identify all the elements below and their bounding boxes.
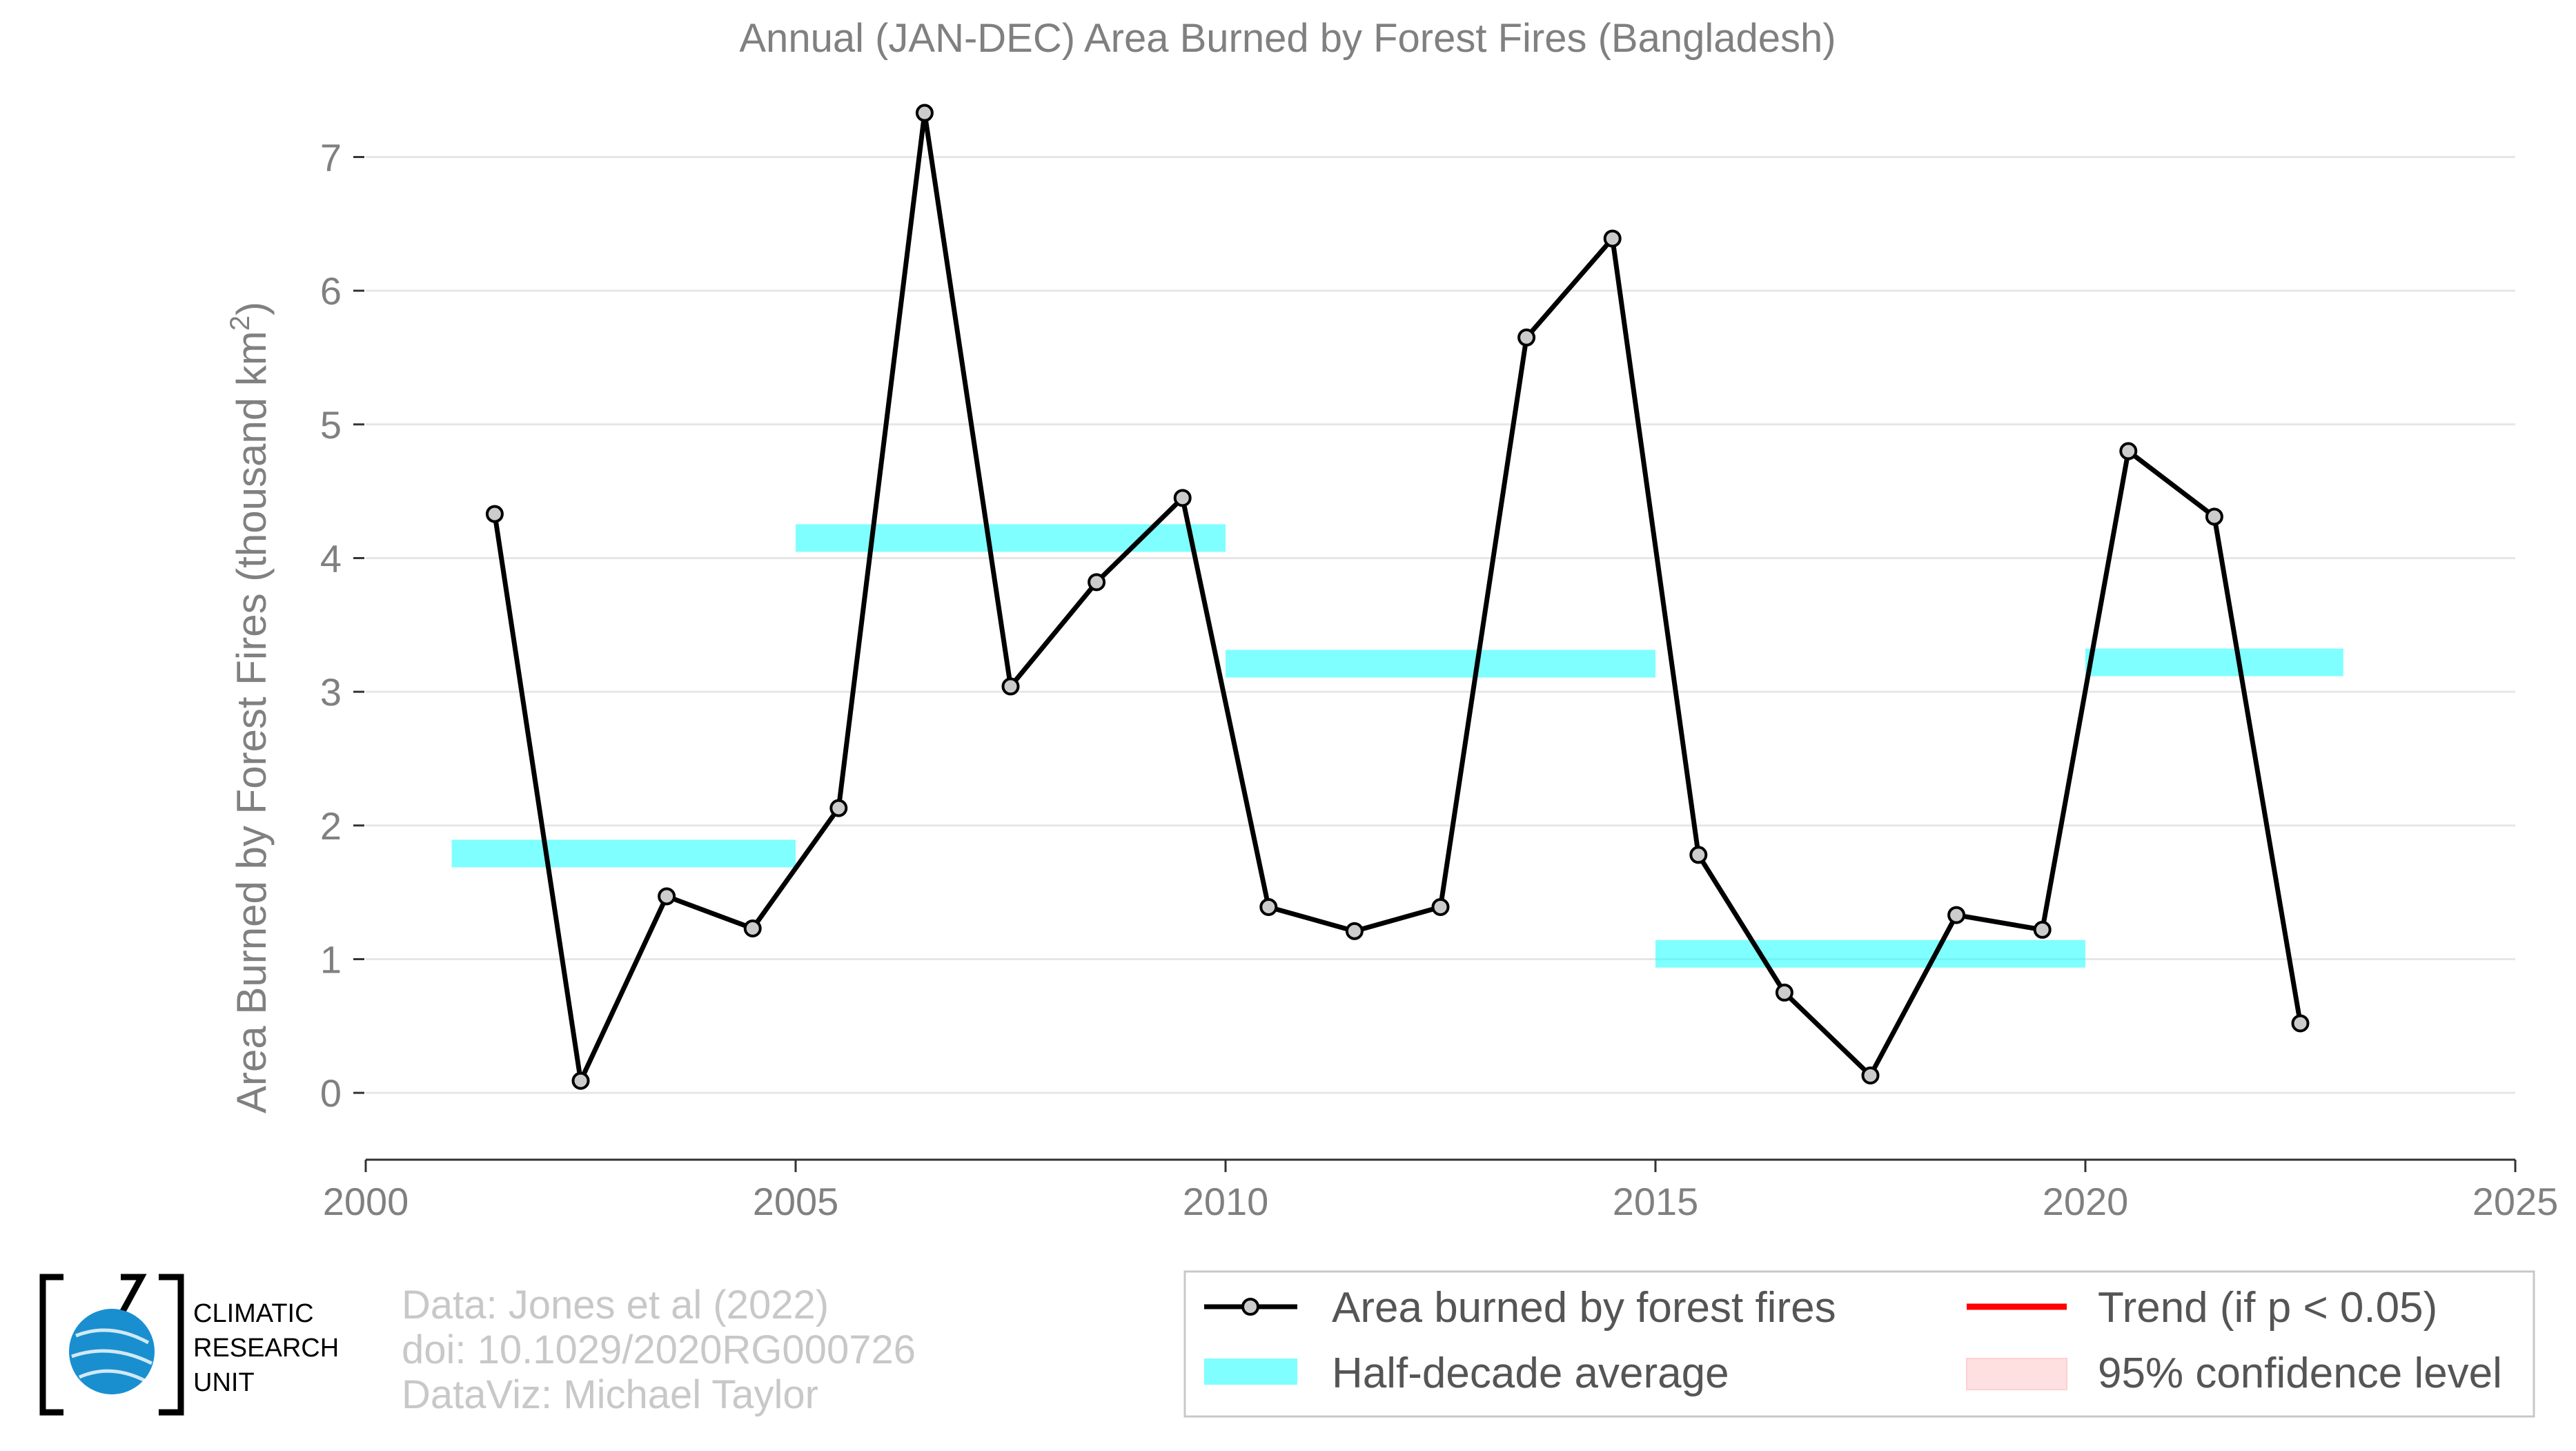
credit-dataviz: DataViz: Michael Taylor: [402, 1372, 818, 1417]
x-tick-label-2025: 2025: [2472, 1180, 2559, 1223]
credit-doi: doi: 10.1029/2020RG000726: [402, 1327, 916, 1372]
data-point-2020: [2119, 442, 2138, 460]
data-point-2007: [1001, 677, 1020, 696]
data-point-2021: [2205, 507, 2223, 526]
globe-icon-lines: [71, 1328, 153, 1383]
half-decade-bar-2: [1226, 650, 1655, 678]
chart-title: Annual (JAN-DEC) Area Burned by Forest F…: [739, 16, 1836, 61]
x-tick-label-2015: 2015: [1613, 1180, 1699, 1223]
half-decade-bar-1: [796, 524, 1226, 552]
legend-box: [1183, 1270, 2535, 1418]
series-layer: [485, 104, 2310, 1090]
logo-line-1: CLIMATIC: [193, 1299, 314, 1328]
legend-label-half-decade: Half-decade average: [1332, 1350, 1729, 1397]
cru-logo: CLIMATIC RESEARCH UNIT: [39, 1274, 339, 1416]
data-point-2003: [658, 887, 676, 906]
logo-line-3: UNIT: [193, 1368, 255, 1397]
x-tick-label-2020: 2020: [2043, 1180, 2129, 1223]
logo-line-2: RESEARCH: [193, 1334, 339, 1363]
y-axis-label-close: ): [228, 302, 275, 315]
y-axis-label: Area Burned by Forest Fires (thousand km…: [225, 302, 275, 1113]
half-decade-average-layer: [451, 524, 2343, 968]
logo-bracket-right: [159, 1274, 184, 1416]
data-point-2001: [485, 505, 504, 523]
data-point-2019: [2033, 920, 2052, 939]
x-axis: 2000 2005 2010 2015 2020 2025: [323, 1158, 2559, 1223]
y-tick-label-1: 1: [320, 937, 342, 981]
data-point-2018: [1947, 906, 1966, 924]
data-point-2002: [571, 1071, 590, 1090]
half-decade-bar-4: [2085, 648, 2343, 676]
series-line-0: [492, 110, 2303, 1084]
y-tick-label-0: 0: [320, 1071, 342, 1115]
legend: Area burned by forest fires Trend (if p …: [1183, 1270, 2535, 1418]
data-point-2006: [915, 104, 934, 122]
legend-label-confidence: 95% confidence level: [2098, 1350, 2502, 1397]
data-point-2016: [1775, 983, 1793, 1002]
x-tick-label-2005: 2005: [753, 1180, 839, 1223]
half-decade-bar-0: [451, 839, 796, 868]
y-tick-label-2: 2: [320, 804, 342, 848]
logo-bracket: [39, 1274, 63, 1416]
data-point-2012: [1431, 897, 1450, 916]
data-point-2004: [743, 919, 762, 937]
legend-swatch-half-decade: [1204, 1359, 1297, 1385]
legend-marker-area-burned: [1241, 1298, 1259, 1316]
data-point-2008: [1088, 573, 1106, 592]
y-axis-label-superscript: 2: [225, 315, 255, 331]
data-point-2009: [1173, 489, 1192, 507]
half-decade-bar-3: [1655, 939, 2085, 968]
x-tick-label-2010: 2010: [1183, 1180, 1269, 1223]
credit-data: Data: Jones et al (2022): [402, 1283, 829, 1327]
data-point-2010: [1259, 897, 1278, 916]
y-tick-label-5: 5: [320, 403, 342, 447]
data-point-2011: [1345, 922, 1364, 940]
logo-slash: [118, 1274, 147, 1317]
y-tick-label-3: 3: [320, 670, 342, 714]
data-point-2013: [1517, 328, 1536, 347]
data-point-2022: [2291, 1014, 2310, 1033]
y-tick-label-4: 4: [320, 536, 342, 580]
legend-label-area-burned: Area burned by forest fires: [1332, 1284, 1836, 1332]
legend-label-trend: Trend (if p < 0.05): [2098, 1284, 2437, 1332]
y-tick-label-6: 6: [320, 269, 342, 313]
data-point-2017: [1861, 1066, 1880, 1084]
data-point-2005: [829, 799, 848, 817]
grid-layer: [366, 155, 2515, 1094]
data-point-2015: [1689, 846, 1708, 864]
legend-swatch-confidence: [1966, 1358, 2067, 1390]
data-point-2014: [1603, 229, 1622, 248]
y-axis-ticks: 0 1 2 3 4 5 6 7: [320, 135, 364, 1115]
y-tick-label-7: 7: [320, 135, 342, 179]
x-tick-label-2000: 2000: [323, 1180, 409, 1223]
